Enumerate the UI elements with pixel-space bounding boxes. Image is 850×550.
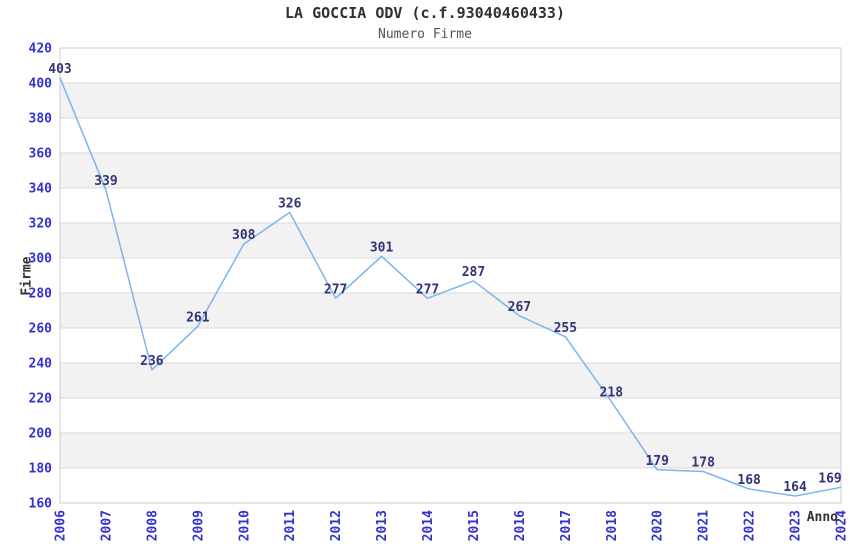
data-label: 236 [140, 354, 164, 369]
y-tick-label: 420 [29, 42, 53, 57]
data-label: 403 [48, 62, 71, 77]
x-tick-label: 2020 [651, 510, 666, 541]
y-tick-label: 380 [29, 112, 53, 127]
x-tick-label: 2017 [559, 510, 574, 541]
plot-band [60, 433, 841, 468]
x-tick-label: 2008 [145, 510, 160, 541]
y-tick-label: 160 [29, 497, 53, 512]
data-label: 168 [737, 473, 761, 488]
x-tick-label: 2018 [605, 510, 620, 541]
chart-title: LA GOCCIA ODV (c.f.93040460433) [285, 4, 565, 22]
y-tick-label: 240 [29, 357, 53, 372]
data-label: 287 [462, 265, 485, 280]
y-tick-label: 180 [29, 462, 53, 477]
x-tick-label: 2011 [283, 510, 298, 541]
x-tick-label: 2009 [191, 510, 206, 541]
chart-subtitle: Numero Firme [378, 27, 472, 42]
x-tick-label: 2021 [697, 510, 712, 541]
x-tick-label: 2016 [513, 510, 528, 541]
y-tick-label: 260 [29, 322, 53, 337]
x-tick-label: 2012 [329, 510, 344, 541]
x-tick-label: 2015 [467, 510, 482, 541]
plot-band [60, 153, 841, 188]
series-line [59, 77, 842, 497]
data-label: 301 [370, 240, 394, 255]
data-label: 277 [324, 282, 347, 297]
x-axis-title: Anno [806, 510, 838, 525]
data-label: 179 [645, 454, 668, 469]
x-tick-label: 2023 [789, 510, 804, 541]
y-tick-label: 280 [29, 287, 53, 302]
data-label: 218 [600, 386, 624, 401]
data-label: 164 [783, 480, 807, 495]
y-tick-label: 300 [29, 252, 53, 267]
plot-band [60, 293, 841, 328]
data-label: 255 [554, 321, 577, 336]
x-tick-label: 2013 [375, 510, 390, 541]
y-tick-label: 200 [29, 427, 53, 442]
x-tick-label: 2014 [421, 510, 436, 541]
plot-band [60, 83, 841, 118]
y-tick-label: 340 [29, 182, 53, 197]
plot-border [59, 47, 842, 504]
data-label: 261 [186, 310, 210, 325]
plot-band [60, 223, 841, 258]
data-label: 339 [94, 174, 117, 189]
y-tick-label: 220 [29, 392, 53, 407]
data-label: 169 [818, 471, 841, 486]
data-label: 326 [278, 197, 302, 212]
x-tick-label: 2006 [54, 510, 69, 541]
x-tick-label: 2010 [237, 510, 252, 541]
data-label: 277 [416, 282, 439, 297]
x-tick-label: 2022 [743, 510, 758, 541]
data-label: 267 [508, 300, 531, 315]
y-tick-label: 320 [29, 217, 53, 232]
x-tick-label: 2024 [835, 510, 850, 541]
data-label: 308 [232, 228, 256, 243]
x-tick-label: 2007 [99, 510, 114, 541]
y-tick-label: 400 [29, 77, 53, 92]
plot-band [60, 363, 841, 398]
data-label: 178 [691, 456, 715, 471]
y-tick-label: 360 [29, 147, 53, 162]
